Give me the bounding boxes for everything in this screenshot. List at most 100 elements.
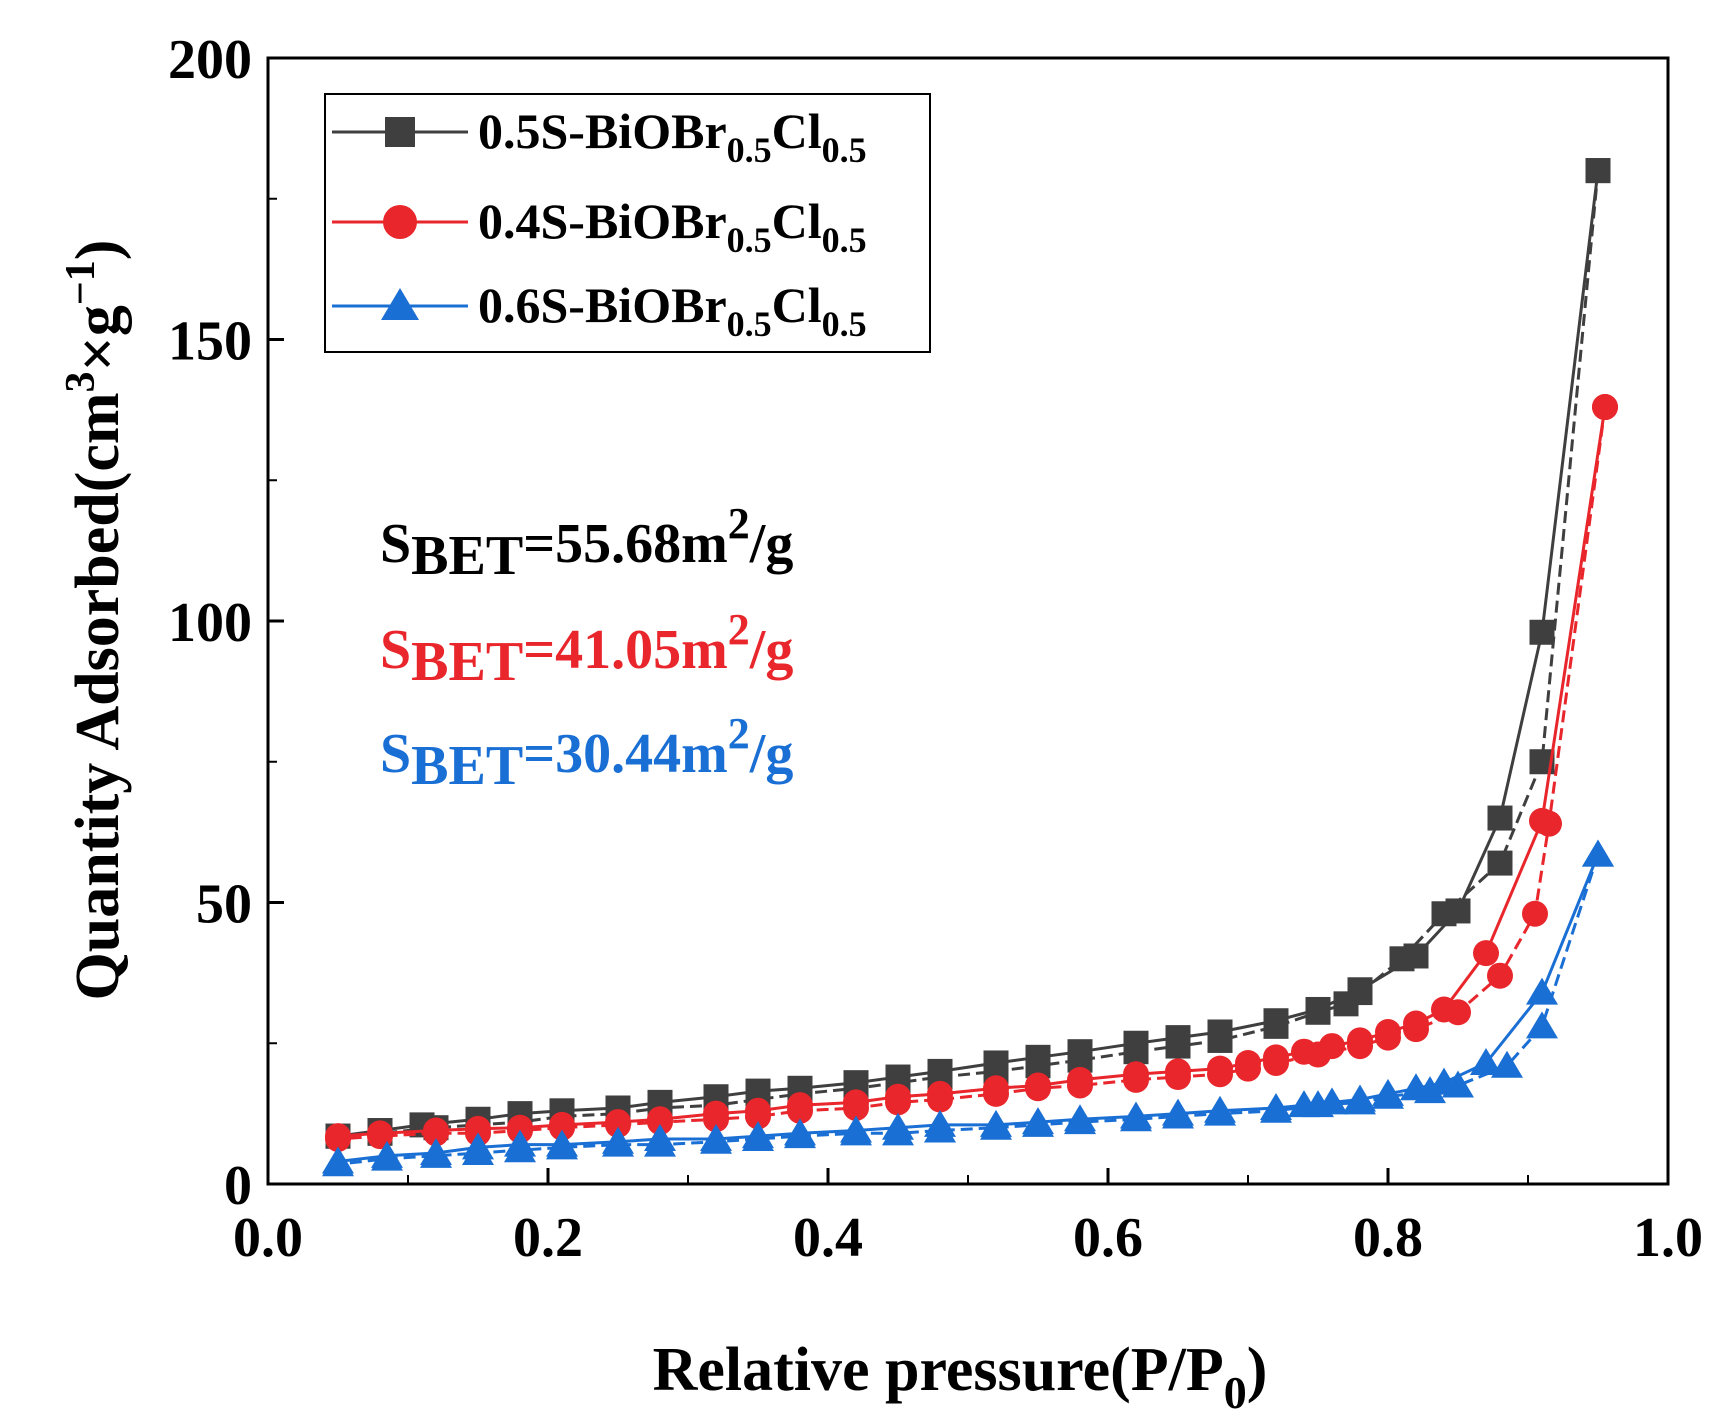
data-point-circle (1207, 1061, 1233, 1088)
data-point-circle (1123, 1066, 1149, 1093)
x-tick-label: 0.2 (513, 1207, 583, 1269)
data-point-square (1263, 1013, 1289, 1039)
x-tick-label: 0.4 (793, 1207, 863, 1269)
data-point-triangle (1582, 839, 1614, 867)
data-point-triangle (546, 1132, 578, 1160)
data-point-triangle (371, 1143, 403, 1171)
data-point-triangle (1526, 977, 1558, 1005)
data-point-circle (1375, 1024, 1401, 1051)
data-point-square (1585, 158, 1611, 184)
data-point-square (1123, 1039, 1149, 1065)
y-tick-label: 200 (168, 29, 252, 91)
plot-frame (266, 56, 1670, 1186)
data-point-square (1165, 1033, 1191, 1059)
legend-triangle-marker (381, 288, 419, 320)
y-tick-label: 50 (196, 874, 252, 936)
legend-label-0.4s: 0.4S-BiOBr0.5Cl0.5 (478, 193, 867, 260)
data-point-circle (549, 1114, 575, 1141)
series-line-adsorption (337, 170, 1600, 1138)
data-point-triangle (1442, 1070, 1474, 1098)
data-point-circle (1347, 1033, 1373, 1060)
data-point-circle (1473, 940, 1499, 967)
data-point-circle (1305, 1041, 1331, 1068)
data-point-square (1487, 850, 1513, 876)
data-point-circle (1165, 1064, 1191, 1091)
series-2 (322, 839, 1614, 1177)
data-point-triangle (1372, 1081, 1404, 1109)
data-point-circle (703, 1106, 729, 1133)
data-point-circle (423, 1120, 449, 1147)
data-point-square (1529, 619, 1555, 645)
data-point-circle (1067, 1072, 1093, 1099)
data-point-triangle (980, 1112, 1012, 1140)
data-point-triangle (420, 1140, 452, 1168)
data-point-triangle (1414, 1076, 1446, 1104)
legend-entry-0.4s: 0.4S-BiOBr0.5Cl0.5 (332, 193, 867, 260)
data-point-triangle (1344, 1087, 1376, 1115)
data-point-triangle (924, 1115, 956, 1143)
data-point-triangle (1491, 1050, 1523, 1078)
data-point-circle (1235, 1055, 1261, 1082)
data-point-triangle (1162, 1101, 1194, 1129)
bet-annotation-0.6s: SBET=30.44m2/g (380, 709, 793, 797)
legend-circle-marker (383, 205, 417, 239)
legend-entry-0.6s: 0.6S-BiOBr0.5Cl0.5 (332, 277, 867, 344)
data-point-triangle (462, 1138, 494, 1166)
data-point-circle (1522, 900, 1548, 927)
data-point-triangle (322, 1149, 354, 1177)
data-point-circle (1263, 1049, 1289, 1076)
data-point-circle (647, 1109, 673, 1136)
bet-annotation-0.5s: SBET=55.68m2/g (380, 499, 793, 587)
data-point-square (1333, 991, 1359, 1017)
data-point-circle (1536, 810, 1562, 837)
data-point-triangle (1302, 1090, 1334, 1118)
data-point-triangle (1204, 1098, 1236, 1126)
legend: 0.5S-BiOBr0.5Cl0.5 0.4S-BiOBr0.5Cl0.5 0.… (324, 93, 931, 353)
y-tick-label: 100 (168, 592, 252, 654)
data-point-square (1207, 1027, 1233, 1053)
data-point-triangle (1260, 1095, 1292, 1123)
data-point-circle (1487, 962, 1513, 989)
data-point-circle (787, 1097, 813, 1124)
data-point-circle (1445, 999, 1471, 1026)
legend-entry-0.5s: 0.5S-BiOBr0.5Cl0.5 (332, 103, 867, 170)
data-point-square (1487, 805, 1513, 831)
data-point-triangle (504, 1135, 536, 1163)
legend-label-0.6s: 0.6S-BiOBr0.5Cl0.5 (478, 277, 867, 344)
data-point-triangle (840, 1118, 872, 1146)
data-point-circle (1592, 394, 1618, 421)
data-point-circle (605, 1111, 631, 1138)
axis-ticks: 0.0 0.2 0.4 0.6 0.8 1.0 0 50 100 150 200 (168, 29, 1703, 1269)
x-axis-label: Relative pressure(P/P0) (653, 1336, 1268, 1418)
x-tick-label: 0.8 (1353, 1207, 1423, 1269)
x-tick-label: 0.0 (233, 1207, 303, 1269)
y-tick-label: 150 (168, 311, 252, 373)
data-point-circle (885, 1089, 911, 1116)
series-line-desorption (337, 854, 1600, 1166)
y-tick-label: 0 (224, 1155, 252, 1217)
data-point-square (1389, 946, 1415, 972)
series-layer (322, 158, 1618, 1177)
legend-square-marker (385, 117, 415, 147)
data-point-triangle (644, 1129, 676, 1157)
bet-annotation-0.4s: SBET=41.05m2/g (380, 605, 793, 693)
y-axis-label: Quantity Adsorbed(cm3×g−1) (58, 240, 132, 1001)
data-point-triangle (784, 1121, 816, 1149)
data-point-circle (745, 1103, 771, 1130)
data-point-triangle (1120, 1104, 1152, 1132)
data-point-triangle (742, 1123, 774, 1151)
data-point-square (1431, 901, 1457, 927)
data-point-triangle (1022, 1109, 1054, 1137)
x-tick-label: 0.6 (1073, 1207, 1143, 1269)
data-point-triangle (700, 1126, 732, 1154)
data-point-circle (983, 1080, 1009, 1107)
data-point-triangle (1470, 1047, 1502, 1075)
data-point-square (1305, 999, 1331, 1025)
legend-label-0.5s: 0.5S-BiOBr0.5Cl0.5 (478, 103, 867, 170)
data-point-circle (927, 1086, 953, 1113)
data-point-circle (843, 1094, 869, 1121)
data-point-circle (1025, 1075, 1051, 1102)
data-point-triangle (602, 1129, 634, 1157)
data-point-triangle (882, 1118, 914, 1146)
